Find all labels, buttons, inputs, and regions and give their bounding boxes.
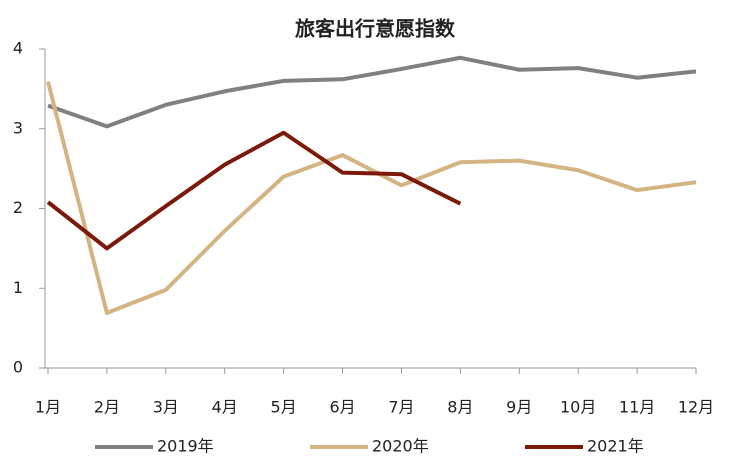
chart-title: 旅客出行意愿指数 [295,17,456,41]
legend-label: 2019年 [157,437,214,456]
series-line [46,130,462,251]
legend-label: 2021年 [587,437,644,456]
x-tick-label: 7月 [388,398,414,417]
series-line [47,55,697,129]
x-tick-label: 8月 [447,398,473,417]
y-tick-label: 1 [13,278,23,297]
y-tick-label: 4 [13,39,23,58]
legend-label: 2020年 [372,437,429,456]
y-tick-label: 3 [13,118,23,137]
x-tick-label: 5月 [271,398,297,417]
x-tick-label: 3月 [153,398,179,417]
y-tick-label: 2 [13,198,23,217]
x-tick-label: 6月 [329,398,355,417]
series-line [46,81,697,315]
y-tick-label: 0 [13,358,23,377]
x-tick-label: 9月 [506,398,532,417]
x-tick-label: 1月 [35,398,61,417]
x-tick-label: 2月 [94,398,120,417]
x-tick-label: 4月 [212,398,238,417]
x-tick-label: 11月 [619,398,655,417]
x-tick-label: 12月 [678,398,714,417]
x-tick-label: 10月 [560,398,596,417]
